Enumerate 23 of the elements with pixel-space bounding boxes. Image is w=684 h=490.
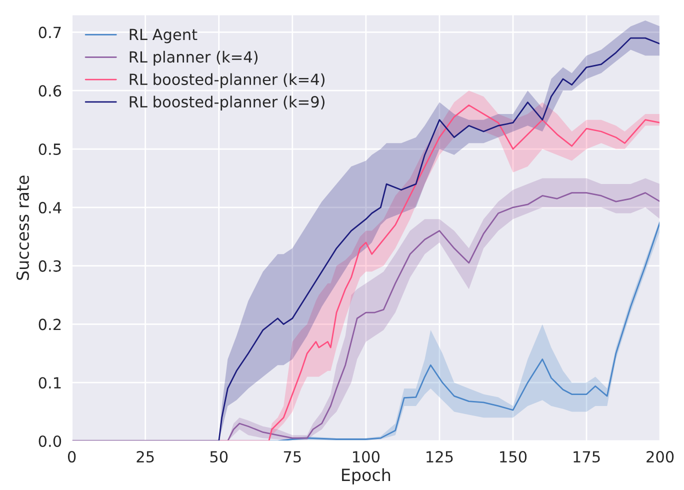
- y-tick-label: 0.2: [38, 318, 61, 330]
- y-tick-label: 0.3: [38, 260, 61, 272]
- x-tick-label: 200: [646, 450, 674, 463]
- x-tick-label: 100: [353, 450, 380, 463]
- legend-label: RL boosted-planner (k=9): [130, 96, 324, 111]
- x-tick-label: 175: [574, 451, 600, 463]
- y-tick-label: 0.1: [38, 377, 61, 389]
- x-tick-label: 0: [68, 450, 76, 463]
- x-tick-label: 25: [136, 450, 154, 463]
- legend-label: RL Agent: [130, 28, 198, 44]
- y-tick-label: 0.6: [38, 85, 62, 97]
- y-axis-title: Success rate: [16, 176, 30, 280]
- x-axis-title: Epoch: [342, 468, 390, 484]
- legend-label: RL planner (k=4): [130, 50, 258, 66]
- x-tick-label: 75: [284, 451, 301, 463]
- x-tick-label: 125: [426, 450, 453, 463]
- y-tick-label: 0.0: [38, 435, 62, 448]
- x-tick-label: 50: [210, 450, 228, 463]
- legend-label: RL boosted-planner (k=4): [130, 73, 324, 88]
- y-tick-label: 0.5: [38, 143, 61, 156]
- x-tick-label: 150: [500, 450, 527, 463]
- y-tick-label: 0.4: [38, 202, 62, 214]
- y-tick-label: 0.7: [38, 26, 61, 38]
